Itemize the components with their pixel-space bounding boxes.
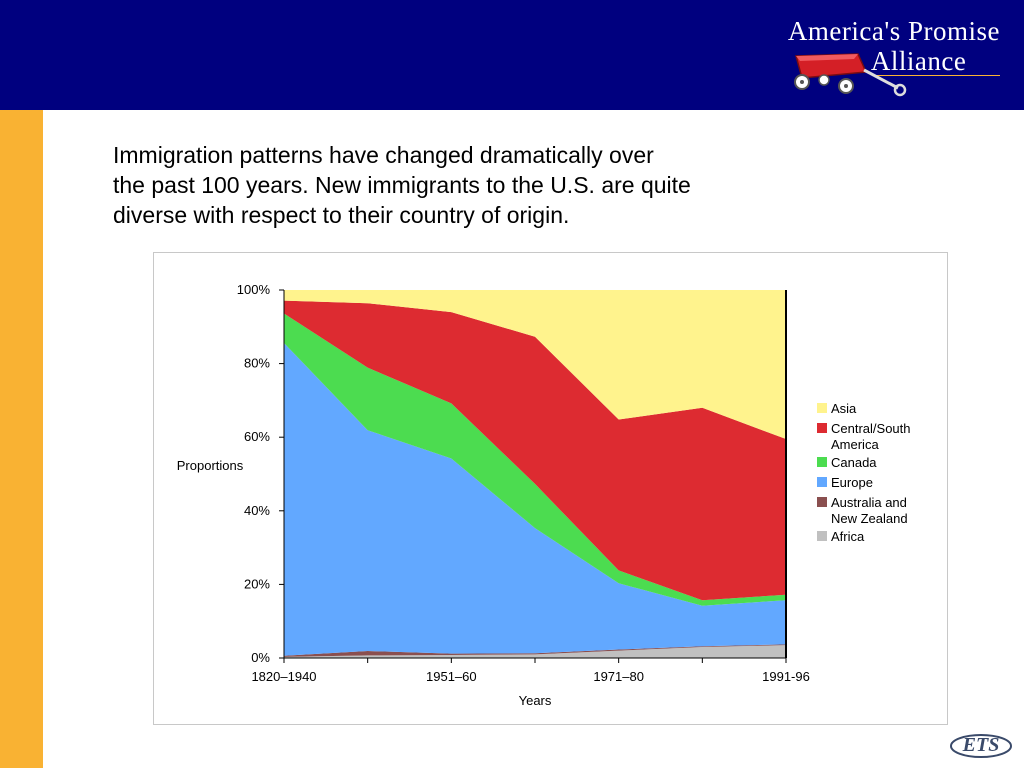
legend-label: Europe xyxy=(831,475,873,490)
legend-swatch xyxy=(817,477,827,487)
ets-logo-icon xyxy=(950,734,1012,758)
legend-swatch xyxy=(817,403,827,413)
red-wagon-icon xyxy=(794,53,907,97)
logo-line-2: Alliance xyxy=(870,46,967,76)
area-africa xyxy=(284,645,786,658)
y-tick-label: 80% xyxy=(244,356,270,371)
legend-swatch xyxy=(817,531,827,541)
x-axis-label: Years xyxy=(519,693,552,708)
legend-item-africa: Africa xyxy=(817,529,865,544)
area-australia-and-new-zealand xyxy=(284,644,786,657)
americas-promise-logo: America's Promise Alliance xyxy=(788,16,1000,76)
x-tick-label: 1991-96 xyxy=(762,669,810,684)
area-europe xyxy=(284,342,786,656)
area-central-south-america xyxy=(284,300,786,601)
legend-item-europe: Europe xyxy=(817,475,873,490)
legend-label: Africa xyxy=(831,529,865,544)
y-axis-label: Proportions xyxy=(177,458,244,473)
y-tick-label: 0% xyxy=(251,650,270,665)
area-canada xyxy=(284,313,786,606)
legend-label: Asia xyxy=(831,401,857,416)
legend-item-asia: Asia xyxy=(817,401,857,416)
x-tick-label: 1971–80 xyxy=(593,669,644,684)
y-tick-label: 60% xyxy=(244,429,270,444)
legend-label: Central/South xyxy=(831,421,911,436)
area-asia xyxy=(284,290,786,440)
intro-line-3: diverse with respect to their country of… xyxy=(113,202,570,228)
y-tick-label: 100% xyxy=(237,282,271,297)
legend-swatch xyxy=(817,497,827,507)
intro-line-1: Immigration patterns have changed dramat… xyxy=(113,142,654,168)
ets-logo-text: ETS xyxy=(962,734,1000,756)
legend-label: Canada xyxy=(831,455,877,470)
x-tick-label: 1820–1940 xyxy=(251,669,316,684)
logo-underline xyxy=(872,75,1000,76)
legend-label: New Zealand xyxy=(831,511,908,526)
chart-frame: 0% 20% 40% 60% 80% 100% 1820–1940 1951–60 1971–8… xyxy=(153,252,948,725)
legend-item-canada: Canada xyxy=(817,455,877,470)
immigration-area-chart: 0% 20% 40% 60% 80% 100% 1820–1940 1951–60 1971–8… xyxy=(177,282,911,708)
legend-swatch xyxy=(817,457,827,467)
y-tick-label: 20% xyxy=(244,576,270,591)
y-tick-label: 40% xyxy=(244,503,270,518)
intro-text: Immigration patterns have changed dramat… xyxy=(113,140,813,230)
legend-swatch xyxy=(817,423,827,433)
side-accent-bar xyxy=(0,110,43,768)
legend-label: Australia and xyxy=(831,495,907,510)
x-tick-label: 1951–60 xyxy=(426,669,477,684)
intro-line-2: the past 100 years. New immigrants to th… xyxy=(113,172,691,198)
legend-label: America xyxy=(831,437,879,452)
logo-line-1: America's Promise xyxy=(787,16,1000,46)
